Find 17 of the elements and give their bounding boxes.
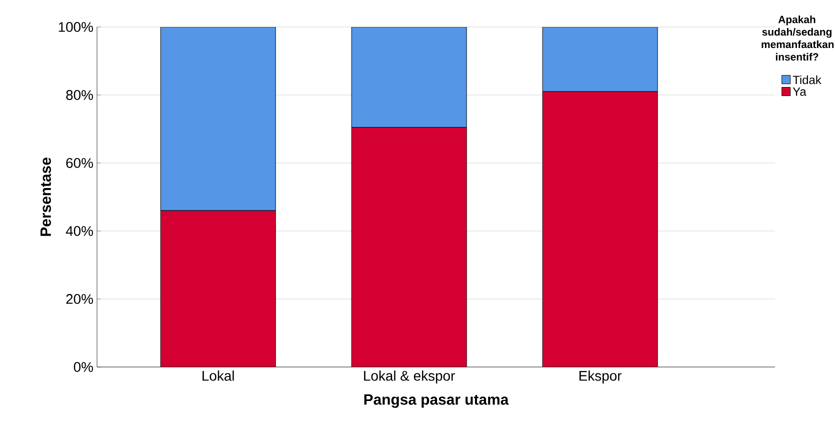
legend-label: Tidak [792,75,822,84]
legend-title: Apakah sudah/sedang memanfaatkan insentif? [762,16,834,61]
y-tick-label: 100% [58,22,93,32]
x-tick-label: Lokal [202,370,234,381]
y-tick-label: 40% [66,226,93,236]
y-axis-title: Persentase [40,158,51,236]
y-tick-label: 60% [66,158,93,168]
x-tick-label: Lokal & ekspor [364,370,455,384]
y-tick-label: 80% [66,90,93,100]
bar [160,210,276,367]
x-tick-label: Ekspor [580,370,622,384]
bar [542,91,658,367]
y-tick-label: 20% [66,294,93,304]
y-tick-label: 0% [74,362,93,372]
bar [352,127,467,367]
x-axis-title: Pangsa pasar utama [364,394,509,408]
legend-label: Ya [792,88,806,96]
